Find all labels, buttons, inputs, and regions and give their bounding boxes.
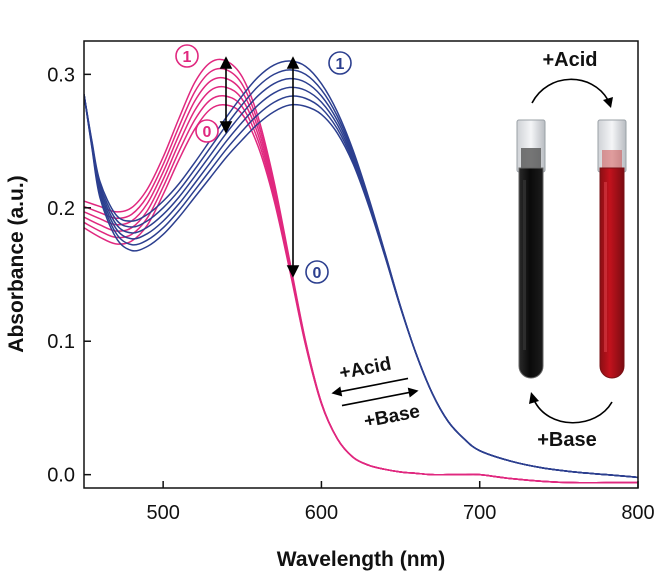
- spectra-series-layer: [84, 58, 638, 484]
- switch-base-label: +Base: [362, 401, 421, 432]
- acid-max-label: 1: [175, 44, 199, 68]
- photo-acid-arrow: [531, 78, 609, 104]
- base-min-label: 0: [305, 260, 329, 284]
- x-axis-title: Wavelength (nm): [277, 548, 445, 571]
- y-tick-label: 0.2: [47, 198, 75, 220]
- switch-arrow-left: [339, 377, 409, 393]
- red-vial-image: [597, 119, 627, 379]
- acid-min-label: 0: [195, 119, 219, 143]
- vial-photo-inset: +Acid +Base: [516, 49, 627, 451]
- base-peak-arrow: [286, 56, 300, 278]
- spectrum-line-base-6: [84, 60, 638, 479]
- svg-text:1: 1: [336, 56, 345, 73]
- acid-peak-arrow: [219, 56, 233, 134]
- spectrum-line-acid-6: [84, 58, 638, 484]
- spectrum-line-acid-4: [84, 76, 638, 484]
- y-tick-label: 0.0: [47, 465, 75, 487]
- axis-layer: 500 600 700 800 0.0 0.1 0.2 0.3: [47, 64, 655, 524]
- acid-base-switch-annotation: +Acid +Base: [331, 354, 422, 432]
- photo-base-arrow: [533, 399, 613, 424]
- svg-text:1: 1: [183, 49, 192, 66]
- x-tick-label: 500: [146, 502, 179, 524]
- x-tick-label: 800: [621, 502, 654, 524]
- x-tick-label: 600: [305, 502, 338, 524]
- y-tick-label: 0.1: [47, 331, 75, 353]
- x-tick-label: 700: [463, 502, 496, 524]
- dark-vial-image: [516, 119, 546, 379]
- svg-text:0: 0: [313, 265, 322, 282]
- photo-acid-label: +Acid: [542, 49, 597, 71]
- switch-arrow-right: [341, 391, 411, 407]
- switch-acid-label: +Acid: [338, 354, 393, 385]
- spectrum-line-base-4: [84, 77, 638, 479]
- base-max-label: 1: [328, 51, 352, 75]
- photo-base-label: +Base: [537, 429, 597, 451]
- y-tick-label: 0.3: [47, 64, 75, 86]
- spectrum-line-acid-5: [84, 67, 638, 484]
- y-axis-title: Absorbance (a.u.): [5, 175, 28, 352]
- spectrum-line-base-5: [84, 69, 638, 479]
- svg-text:0: 0: [203, 124, 212, 141]
- plot-frame: [83, 40, 639, 489]
